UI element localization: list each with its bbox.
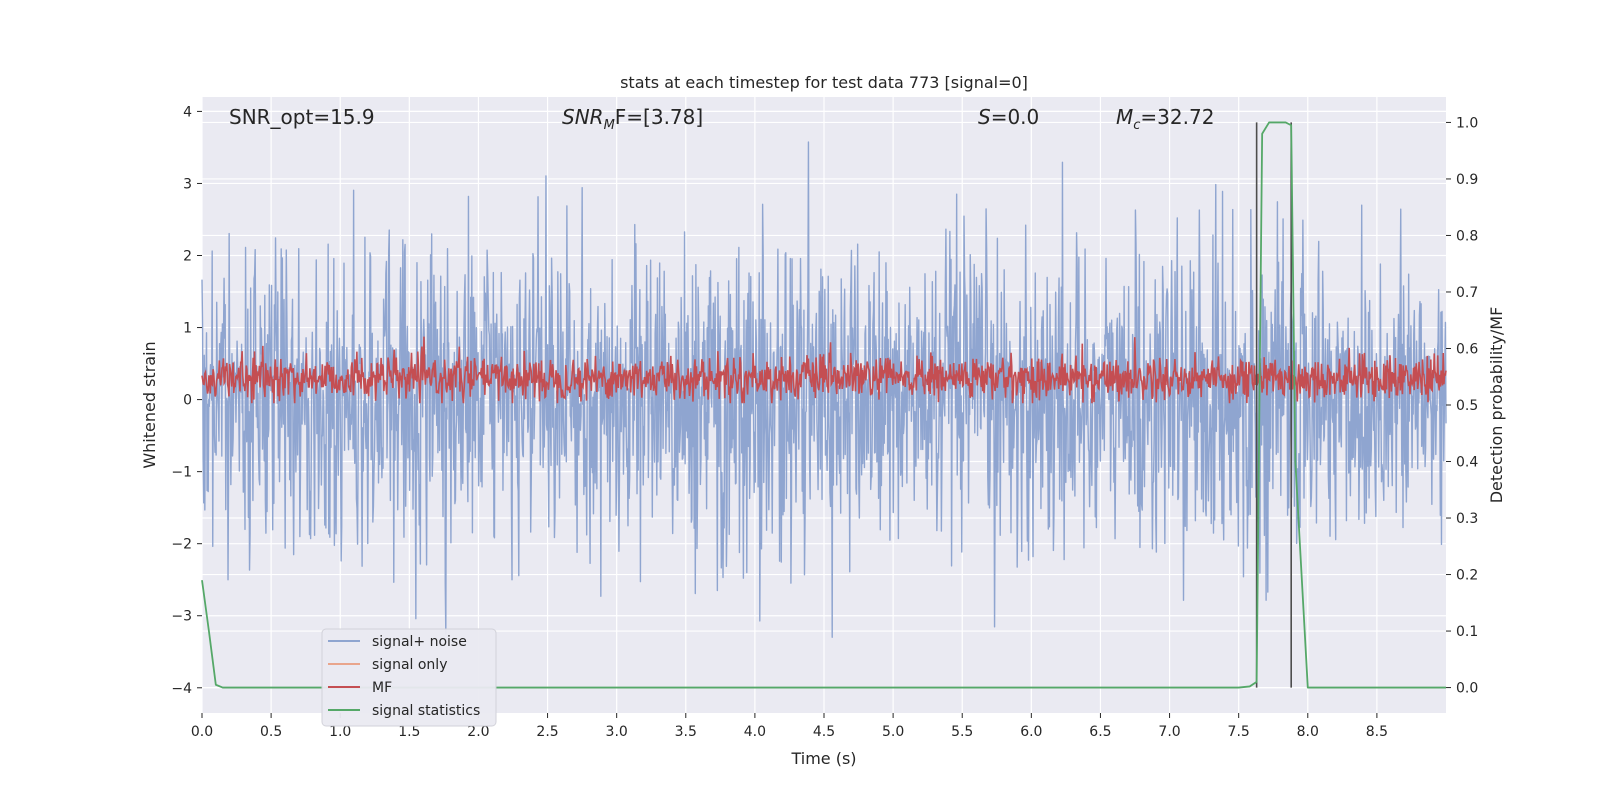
y2-tick-label: 0.6 [1456, 341, 1478, 357]
y-tick-label: −1 [171, 465, 192, 481]
s-value: =0.0 [991, 105, 1040, 129]
y2-tick-label: 0.1 [1456, 624, 1478, 640]
y-tick-label: 0 [183, 393, 192, 409]
annotation-snr-opt: SNR_opt=15.9 [229, 105, 375, 129]
x-tick-label: 0.0 [191, 724, 213, 740]
y2-tick-label: 0.5 [1456, 398, 1478, 414]
x-tick-label: 2.0 [467, 724, 489, 740]
x-tick-label: 8.5 [1366, 724, 1388, 740]
x-axis-label: Time (s) [790, 749, 856, 768]
x-tick-label: 4.5 [813, 724, 835, 740]
snr-mf-prefix: SNR [562, 105, 604, 129]
x-tick-label: 8.0 [1297, 724, 1319, 740]
snr-mf-subscript: M [604, 118, 615, 133]
y2-tick-label: 0.3 [1456, 511, 1478, 527]
y-tick-label: 4 [183, 104, 192, 120]
annotation-snr-mf: SNRMF=[3.78] [562, 105, 703, 133]
series-signal-statistics [201, 121, 1446, 689]
y2-tick-label: 0.2 [1456, 568, 1478, 584]
y-tick-label: −2 [171, 537, 192, 553]
annotation-s: S=0.0 [978, 105, 1039, 129]
legend-label: signal only [372, 657, 447, 673]
x-tick-label: 1.5 [398, 724, 420, 740]
x-tick-label: 6.0 [1020, 724, 1042, 740]
x-tick-label: 6.5 [1089, 724, 1111, 740]
mc-subscript: c [1133, 118, 1140, 133]
x-tick-label: 0.5 [260, 724, 282, 740]
x-tick-label: 2.5 [536, 724, 558, 740]
x-tick-label: 7.0 [1158, 724, 1180, 740]
series-signal-noise [201, 141, 1447, 638]
y-tick-label: 2 [183, 249, 192, 265]
y2-tick-label: 0.4 [1456, 455, 1478, 471]
s-variable: S [978, 105, 991, 129]
x-tick-label: 3.5 [675, 724, 697, 740]
y2-tick-label: 1.0 [1456, 115, 1478, 131]
y2-tick-label: 0.9 [1456, 172, 1478, 188]
y-tick-label: −3 [171, 609, 192, 625]
legend-label: signal+ noise [372, 634, 467, 650]
mc-variable: M [1116, 105, 1133, 129]
ticks: 0.0 0.5 1.0 1.5 2.0 2.5 3.0 3.5 4.0 4.5 5.0 5.5 6.0 6… [171, 104, 1478, 740]
legend-label: signal statistics [372, 703, 480, 719]
mc-value: =32.72 [1140, 105, 1214, 129]
x-tick-label: 1.0 [329, 724, 351, 740]
y2-tick-label: 0.7 [1456, 285, 1478, 301]
x-tick-label: 7.5 [1228, 724, 1250, 740]
x-tick-label: 4.0 [744, 724, 766, 740]
annotation-mc: Mc=32.72 [1116, 105, 1214, 133]
y-tick-label: 1 [183, 321, 192, 337]
series-layer [201, 121, 1447, 689]
series-mf [201, 336, 1447, 404]
x-tick-label: 5.5 [951, 724, 973, 740]
chart-title: stats at each timestep for test data 773… [620, 73, 1028, 92]
legend: signal+ noise signal only MF signal statist… [321, 628, 497, 727]
y2-tick-label: 0.8 [1456, 228, 1478, 244]
legend-box [321, 628, 497, 727]
x-tick-label: 5.0 [882, 724, 904, 740]
y2-tick-label: 0.0 [1456, 681, 1478, 697]
y-tick-label: 3 [183, 176, 192, 192]
y2-axis-label: Detection probability/MF [1487, 307, 1506, 504]
y-tick-label: −4 [171, 681, 192, 697]
legend-label: MF [372, 680, 392, 696]
snr-mf-suffix: F=[3.78] [615, 105, 703, 129]
y-axis-label: Whitened strain [140, 341, 159, 468]
x-tick-label: 3.0 [606, 724, 628, 740]
